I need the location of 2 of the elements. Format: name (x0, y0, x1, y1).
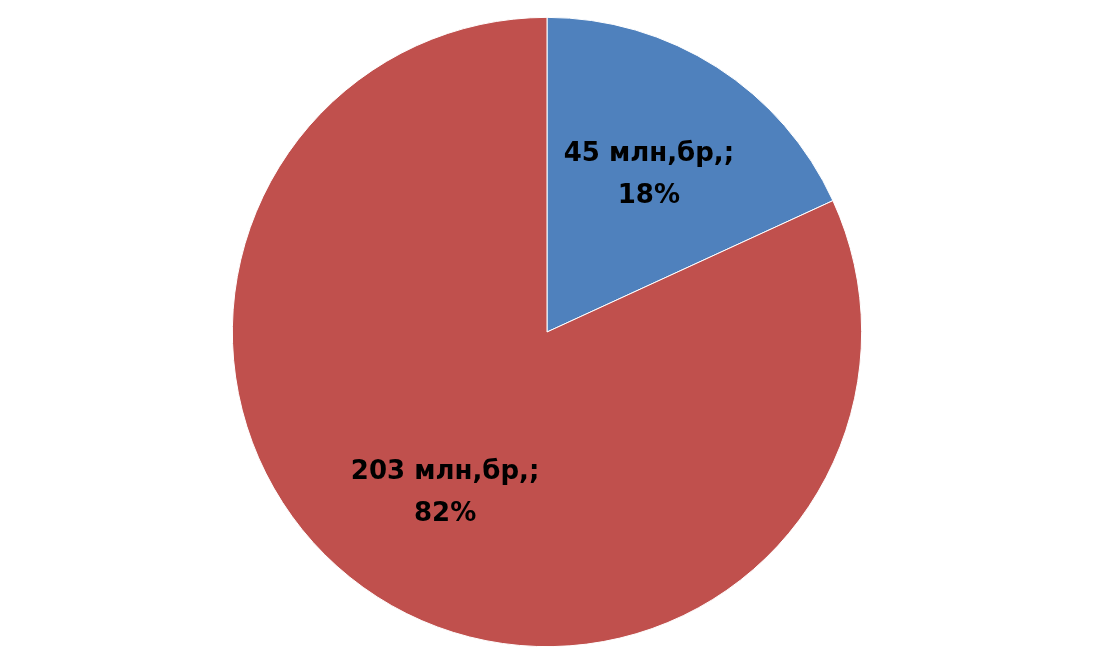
data-label: 45 млн,бр,; 18% (563, 136, 735, 209)
data-label: 203 млн,бр,; 82% (350, 455, 540, 528)
